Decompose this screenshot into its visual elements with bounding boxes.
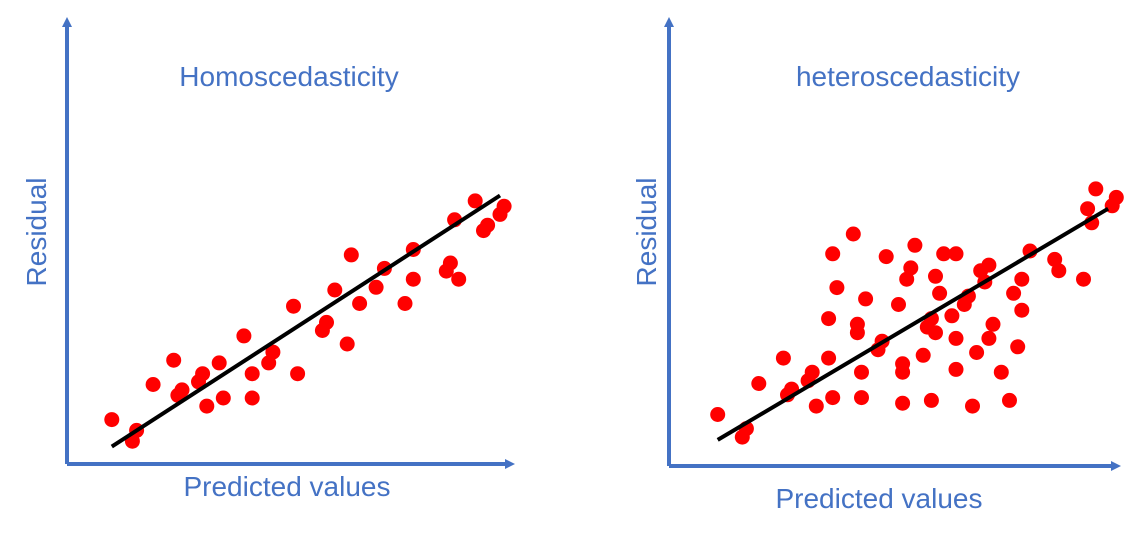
data-point [821,350,837,366]
data-point [174,382,190,398]
data-point [1088,181,1104,197]
data-point [981,330,997,346]
data-point [775,350,791,366]
data-point [368,279,384,295]
data-point [907,237,923,253]
data-point [1047,251,1063,267]
data-point [936,246,952,262]
data-point [327,282,343,298]
data-point [1010,339,1026,355]
plot-marks [104,193,512,449]
data-point [993,364,1009,380]
data-point [286,298,301,314]
data-point [1080,201,1096,217]
data-point [215,390,231,406]
data-point [891,297,906,312]
data-point [895,364,911,380]
data-point [244,390,260,406]
data-point [948,361,964,377]
heteroscedasticity-panel: heteroscedasticity Predicted values Resi… [631,17,1124,514]
data-point [965,398,980,414]
data-point [104,412,120,428]
data-point [480,217,496,233]
data-point [397,296,413,311]
data-point [804,364,820,380]
data-point [319,314,334,330]
data-point [1108,189,1124,205]
data-point [290,366,306,382]
data-point [899,271,915,287]
data-point [915,347,931,363]
data-point [895,395,911,411]
data-point [496,198,512,214]
data-point [981,257,997,273]
data-point [195,366,211,382]
data-point [236,328,252,344]
data-point [923,392,939,408]
data-point [878,249,894,265]
trend-line [110,193,502,449]
data-point [858,291,874,307]
data-point [854,390,869,406]
data-point [751,376,767,391]
data-point [1002,392,1017,408]
data-point [928,268,943,284]
plot-marks [710,181,1124,445]
data-point [845,226,861,242]
data-point [932,285,948,301]
data-point [211,355,227,371]
data-point [199,398,215,414]
data-point [1076,271,1091,287]
data-point [1051,263,1067,279]
x-axis-label: Predicted values [775,483,982,514]
data-point [944,308,960,324]
data-point [825,390,841,406]
data-point [451,271,467,287]
data-point [903,260,919,276]
data-point [821,311,837,327]
data-point [244,366,260,382]
homoscedasticity-panel: Homoscedasticity Predicted values Residu… [21,17,515,502]
data-point [985,316,1001,332]
data-point [829,280,845,296]
data-point [339,336,355,352]
data-point [825,246,841,262]
data-point [969,345,985,360]
chart-title: heteroscedasticity [796,61,1020,92]
data-point [1014,271,1030,287]
data-point [928,325,943,341]
data-point [808,398,824,414]
data-point [166,352,182,368]
data-point [343,247,359,263]
data-point [405,271,421,287]
data-point [710,407,726,422]
data-point [145,377,161,392]
data-point [352,296,368,311]
data-point [1006,285,1022,301]
data-point [265,344,281,360]
data-point [948,246,964,262]
x-axis-label: Predicted values [183,471,390,502]
data-point [1014,302,1030,318]
data-point [467,193,483,209]
data-point [948,330,964,346]
trend-line [716,206,1110,442]
chart-title: Homoscedasticity [179,61,398,92]
y-axis-label: Residual [21,178,52,287]
data-point [854,364,869,380]
y-axis-label: Residual [631,178,662,287]
data-point [442,255,458,271]
data-point [849,316,865,332]
